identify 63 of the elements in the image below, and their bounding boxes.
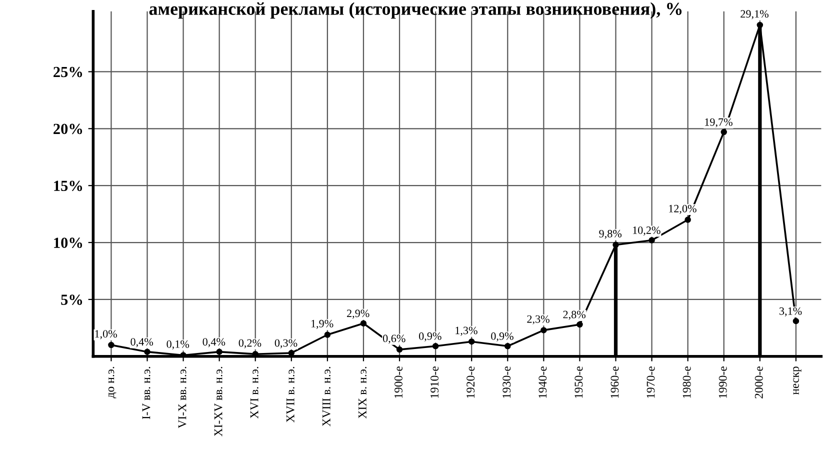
data-label: 1,3% xyxy=(456,326,478,336)
x-tick-label: 1940-е xyxy=(538,366,547,398)
x-tick-label: 1900-е xyxy=(394,366,402,398)
x-tick-label: I-V вв. н.э. xyxy=(142,366,150,420)
x-tick-label: 1980-е xyxy=(682,366,691,398)
data-label: 0,1% xyxy=(166,340,190,350)
point xyxy=(576,321,583,328)
y-tick-label: 15% xyxy=(54,180,82,192)
point xyxy=(504,343,511,350)
x-tick-label: 1990-е xyxy=(718,366,727,398)
point xyxy=(612,242,619,248)
point xyxy=(792,318,800,324)
y-tick-label: 25% xyxy=(54,66,82,78)
data-label: 1,9% xyxy=(311,320,334,329)
y-tick-label: 20% xyxy=(54,124,82,134)
data-label: 0,9% xyxy=(491,332,514,342)
point xyxy=(396,346,403,353)
x-tick-label: 1950-е xyxy=(574,366,583,398)
x-tick-label: 1930-е xyxy=(502,366,511,398)
x-tick-label: 1910-е xyxy=(430,366,439,398)
point xyxy=(540,327,547,334)
data-label: 10,2% xyxy=(633,226,660,236)
x-tick-label: XIX в. н.э. xyxy=(358,366,366,419)
x-tick-label: VI-X вв. н.э. xyxy=(178,366,186,428)
data-label: 9,8% xyxy=(599,230,622,240)
x-tick-label: XVII в. н.э. xyxy=(286,366,294,422)
data-label: 0,4% xyxy=(202,338,226,348)
point xyxy=(108,342,114,348)
point xyxy=(216,348,222,355)
point xyxy=(756,22,764,28)
data-label: 2,8% xyxy=(563,310,586,320)
data-label: 0,3% xyxy=(274,339,298,348)
data-label: 0,6% xyxy=(382,334,406,344)
x-tick-label: 1920-е xyxy=(466,366,475,398)
data-label: 2,9% xyxy=(346,310,370,319)
chart-title: американской рекламы (исторические этапы возникновения), % xyxy=(149,2,682,19)
data-label: 19,7% xyxy=(705,118,732,128)
y-tick-label: 10% xyxy=(54,238,82,248)
y-tick-label: 5% xyxy=(61,294,82,305)
point xyxy=(468,338,475,345)
point xyxy=(432,343,439,350)
data-label: 1,0% xyxy=(95,330,117,340)
data-label: 29,1% xyxy=(740,10,768,20)
x-tick-label: 2000-е xyxy=(754,366,763,398)
x-tick-label: до н.э. xyxy=(108,366,116,398)
point xyxy=(324,332,331,338)
data-label: 0,4% xyxy=(130,338,154,348)
x-tick-label: нескр xyxy=(793,366,802,395)
x-tick-label: XVI в. н.э. xyxy=(250,366,258,419)
x-tick-label: 1970-е xyxy=(646,366,655,398)
data-label: 12,0% xyxy=(669,204,696,214)
point xyxy=(684,216,691,223)
data-label: 3,1% xyxy=(780,307,802,316)
point xyxy=(360,320,367,326)
point xyxy=(648,237,655,244)
data-label: 0,9% xyxy=(419,332,442,342)
x-tick-label: 1960-е xyxy=(610,366,619,398)
x-tick-label: XVIII в. н.э. xyxy=(322,366,330,426)
data-label: 0,2% xyxy=(238,339,262,348)
point xyxy=(144,348,150,355)
data-label: 2,3% xyxy=(527,315,550,324)
point xyxy=(720,128,727,136)
x-tick-label: XI-XV вв. н.э. xyxy=(214,366,222,436)
